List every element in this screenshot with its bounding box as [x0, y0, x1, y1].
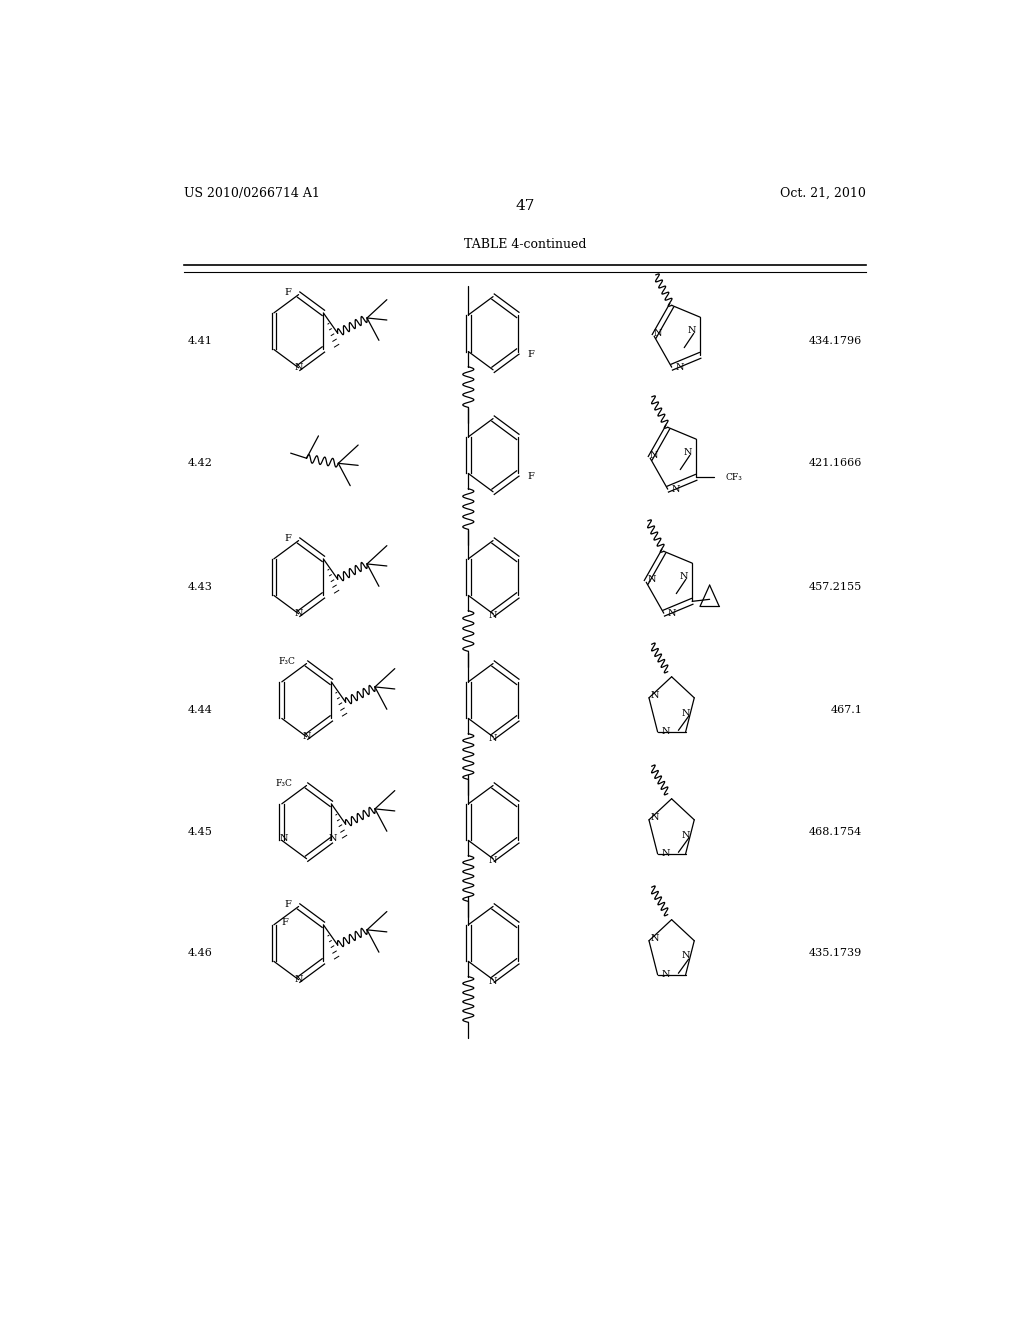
- Text: 434.1796: 434.1796: [809, 337, 862, 346]
- Text: F: F: [527, 350, 535, 359]
- Text: F: F: [284, 288, 291, 297]
- Text: F: F: [282, 919, 289, 927]
- Text: N: N: [488, 611, 498, 620]
- Text: N: N: [662, 727, 670, 737]
- Text: F: F: [284, 900, 291, 909]
- Text: N: N: [329, 834, 337, 843]
- Text: N: N: [682, 709, 690, 718]
- Text: 457.2155: 457.2155: [809, 582, 862, 593]
- Text: N: N: [488, 734, 498, 743]
- Text: F₃C: F₃C: [275, 779, 293, 788]
- Text: N: N: [688, 326, 696, 335]
- Text: 468.1754: 468.1754: [809, 828, 862, 837]
- Text: 4.46: 4.46: [187, 948, 212, 958]
- Text: 4.41: 4.41: [187, 337, 212, 346]
- Text: Oct. 21, 2010: Oct. 21, 2010: [780, 187, 866, 199]
- Text: F: F: [527, 473, 535, 480]
- Text: TABLE 4-continued: TABLE 4-continued: [464, 238, 586, 251]
- Text: N: N: [680, 572, 688, 581]
- Text: CF₃: CF₃: [726, 473, 742, 482]
- Text: N: N: [294, 610, 303, 618]
- Text: N: N: [662, 970, 670, 979]
- Text: F: F: [284, 535, 291, 543]
- Text: N: N: [676, 363, 684, 372]
- Text: N: N: [682, 952, 690, 961]
- Text: N: N: [684, 447, 692, 457]
- Text: US 2010/0266714 A1: US 2010/0266714 A1: [183, 187, 319, 199]
- Text: N: N: [654, 329, 663, 338]
- Text: 421.1666: 421.1666: [809, 458, 862, 469]
- Text: N: N: [682, 830, 690, 840]
- Text: 467.1: 467.1: [830, 705, 862, 715]
- Text: N: N: [662, 849, 670, 858]
- Text: N: N: [647, 574, 656, 583]
- Text: N: N: [488, 977, 498, 986]
- Text: N: N: [672, 484, 680, 494]
- Text: N: N: [488, 857, 498, 865]
- Text: 4.45: 4.45: [187, 828, 212, 837]
- Text: N: N: [302, 733, 311, 742]
- Text: N: N: [294, 975, 303, 985]
- Text: 4.44: 4.44: [187, 705, 212, 715]
- Text: N: N: [650, 692, 658, 701]
- Text: N: N: [294, 363, 303, 372]
- Text: 4.42: 4.42: [187, 458, 212, 469]
- Text: N: N: [668, 609, 676, 618]
- Text: N: N: [650, 813, 658, 822]
- Text: 435.1739: 435.1739: [809, 948, 862, 958]
- Text: F₃C: F₃C: [279, 657, 295, 667]
- Text: N: N: [280, 834, 289, 843]
- Text: N: N: [650, 450, 658, 459]
- Text: 4.43: 4.43: [187, 582, 212, 593]
- Text: N: N: [650, 935, 658, 944]
- Text: 47: 47: [515, 199, 535, 213]
